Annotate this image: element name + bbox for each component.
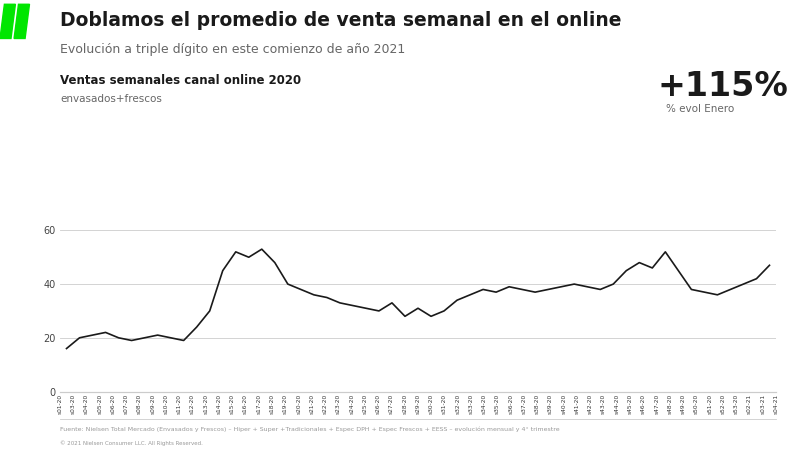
Text: s23-20: s23-20 (336, 394, 341, 414)
Text: s24-20: s24-20 (350, 394, 354, 414)
Text: s44-20: s44-20 (614, 394, 619, 414)
Text: s13-20: s13-20 (203, 394, 208, 414)
Text: s04-21: s04-21 (774, 394, 778, 414)
Text: s45-20: s45-20 (628, 394, 633, 414)
Text: s16-20: s16-20 (243, 394, 248, 414)
Text: s18-20: s18-20 (270, 394, 274, 414)
Text: s05-20: s05-20 (98, 394, 102, 414)
Text: s26-20: s26-20 (376, 394, 381, 414)
Text: s03-20: s03-20 (70, 394, 76, 414)
Text: Evolución a triple dígito en este comienzo de año 2021: Evolución a triple dígito en este comien… (60, 43, 406, 56)
Text: Doblamos el promedio de venta semanal en el online: Doblamos el promedio de venta semanal en… (60, 11, 622, 30)
Text: s08-20: s08-20 (137, 394, 142, 414)
Text: s29-20: s29-20 (415, 394, 421, 414)
Text: ⛒: ⛒ (621, 68, 634, 88)
Text: s40-20: s40-20 (562, 394, 566, 414)
Text: s35-20: s35-20 (495, 394, 500, 414)
Text: s27-20: s27-20 (389, 394, 394, 414)
Text: s21-20: s21-20 (310, 394, 314, 414)
Text: s30-20: s30-20 (429, 394, 434, 414)
Text: s09-20: s09-20 (150, 394, 155, 414)
Text: s38-20: s38-20 (535, 394, 540, 414)
Text: s48-20: s48-20 (667, 394, 673, 414)
Text: s53-20: s53-20 (734, 394, 738, 414)
Text: s15-20: s15-20 (230, 394, 235, 414)
Text: s33-20: s33-20 (469, 394, 474, 414)
Text: s17-20: s17-20 (256, 394, 262, 414)
Text: s34-20: s34-20 (482, 394, 486, 414)
Text: s25-20: s25-20 (362, 394, 367, 414)
Text: s51-20: s51-20 (707, 394, 712, 414)
Text: s20-20: s20-20 (296, 394, 301, 414)
Text: +115%: +115% (658, 70, 788, 103)
Polygon shape (14, 4, 30, 39)
Text: s03-21: s03-21 (760, 394, 766, 414)
Text: s06-20: s06-20 (110, 394, 115, 414)
Text: s39-20: s39-20 (548, 394, 553, 414)
Text: s07-20: s07-20 (124, 394, 129, 414)
Text: s12-20: s12-20 (190, 394, 195, 414)
Text: s11-20: s11-20 (177, 394, 182, 414)
Text: s22-20: s22-20 (322, 394, 328, 414)
Text: s37-20: s37-20 (522, 394, 526, 414)
Text: s41-20: s41-20 (574, 394, 580, 414)
Text: s46-20: s46-20 (641, 394, 646, 414)
Text: s32-20: s32-20 (455, 394, 460, 414)
Text: s04-20: s04-20 (84, 394, 89, 414)
Text: ⊒: ⊒ (615, 65, 639, 93)
Text: s28-20: s28-20 (402, 394, 407, 414)
Text: s31-20: s31-20 (442, 394, 447, 414)
Text: s02-21: s02-21 (747, 394, 752, 414)
Text: s19-20: s19-20 (283, 394, 288, 414)
Text: s43-20: s43-20 (601, 394, 606, 414)
Text: Fuente: Nielsen Total Mercado (Envasados y Frescos) – Hiper + Super +Tradicional: Fuente: Nielsen Total Mercado (Envasados… (60, 427, 560, 432)
Text: s01-20: s01-20 (58, 394, 62, 414)
Text: s49-20: s49-20 (681, 394, 686, 414)
Text: s14-20: s14-20 (217, 394, 222, 414)
Text: © 2021 Nielsen Consumer LLC. All Rights Reserved.: © 2021 Nielsen Consumer LLC. All Rights … (60, 440, 203, 446)
Text: s50-20: s50-20 (694, 394, 699, 414)
Text: envasados+frescos: envasados+frescos (60, 94, 162, 104)
Polygon shape (0, 4, 15, 39)
Text: s42-20: s42-20 (588, 394, 593, 414)
Text: s10-20: s10-20 (163, 394, 169, 414)
Text: s47-20: s47-20 (654, 394, 659, 414)
Text: s52-20: s52-20 (721, 394, 726, 414)
Text: % evol Enero: % evol Enero (666, 104, 734, 113)
Text: Ventas semanales canal online 2020: Ventas semanales canal online 2020 (60, 74, 301, 87)
Text: s36-20: s36-20 (508, 394, 514, 414)
